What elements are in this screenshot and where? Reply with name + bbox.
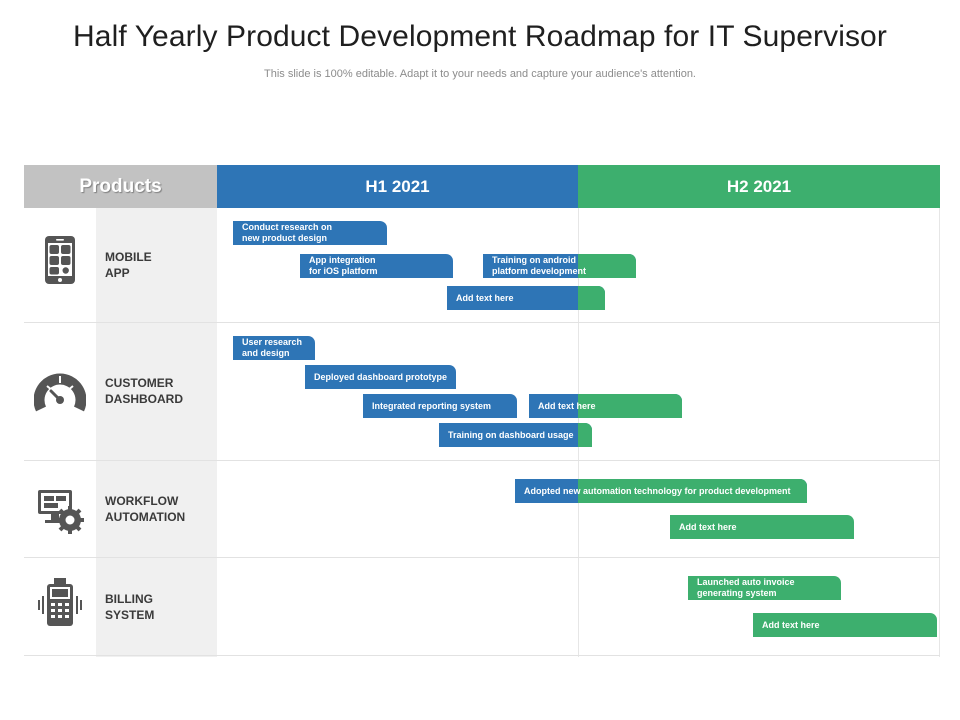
task-bar: Add text here (670, 515, 854, 539)
billing-terminal-icon (38, 578, 82, 626)
slide-title: Half Yearly Product Development Roadmap … (73, 20, 887, 53)
task-bar: Adopted new automation technology for pr… (515, 479, 807, 503)
row-divider (24, 557, 940, 558)
task-bar: Conduct research on new product design (233, 221, 387, 245)
h2-2021-header: H2 2021 (578, 165, 940, 208)
product-name-mobile-app: MOBILE APP (105, 250, 152, 280)
right-border (939, 208, 940, 657)
task-bar: App integration for iOS platform (300, 254, 453, 278)
product-name-customer-dashboard: CUSTOMER DASHBOARD (105, 376, 183, 406)
task-bar: Launched auto invoice generating system (688, 576, 841, 600)
product-name-billing-system: BILLING SYSTEM (105, 592, 155, 622)
products-header: Products (24, 165, 217, 208)
dashboard-gauge-icon (34, 373, 86, 412)
task-bar: Training on dashboard usage (439, 423, 592, 447)
task-bar: Add text here (753, 613, 937, 637)
mobile-app-icon (45, 236, 75, 284)
task-bar: User research and design (233, 336, 315, 360)
task-bar: Add text here (529, 394, 682, 418)
row-divider (24, 460, 940, 461)
h1-2021-header: H1 2021 (217, 165, 578, 208)
task-bar: Add text here (447, 286, 605, 310)
task-bar: Deployed dashboard prototype (305, 365, 456, 389)
roadmap-table: Products H1 2021 H2 2021 MOBILE APP CUST… (24, 165, 940, 657)
slide-subtitle: This slide is 100% editable. Adapt it to… (264, 68, 696, 80)
workflow-gear-icon (38, 490, 84, 534)
task-bar: Integrated reporting system (363, 394, 517, 418)
row-divider (24, 322, 940, 323)
product-name-column (96, 208, 217, 657)
product-name-workflow-automation: WORKFLOW AUTOMATION (105, 494, 186, 524)
row-divider (24, 655, 940, 656)
task-bar: Training on android platform development (483, 254, 636, 278)
